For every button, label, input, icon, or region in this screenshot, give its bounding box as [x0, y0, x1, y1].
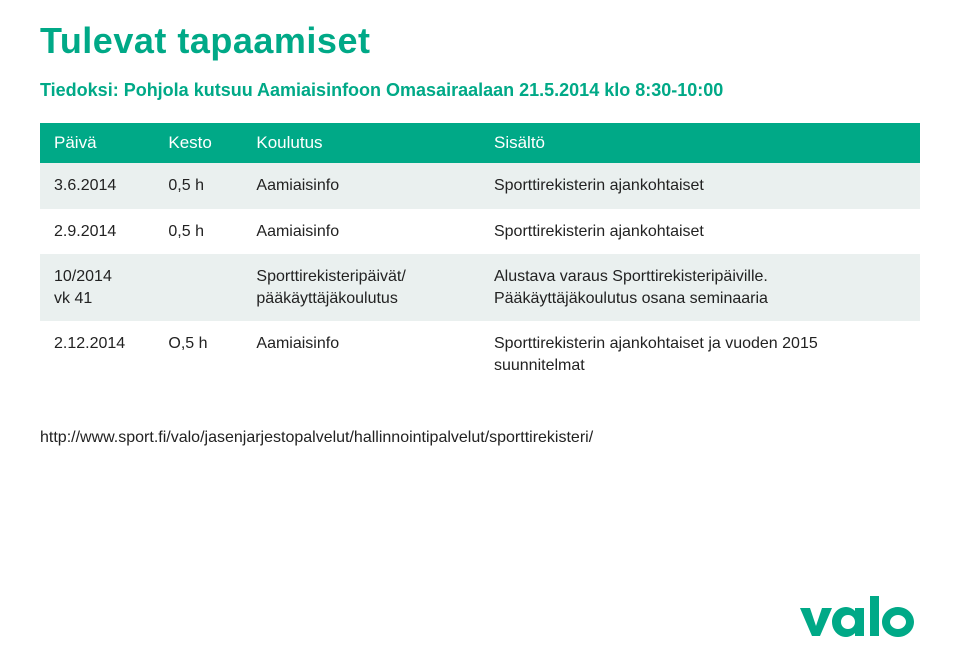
- cell-koulutus: Aamiaisinfo: [242, 163, 480, 209]
- table-header-row: Päivä Kesto Koulutus Sisältö: [40, 123, 920, 163]
- cell-koulutus: Sporttirekisteripäivät/pääkäyttäjäkoulut…: [242, 254, 480, 321]
- cell-koulutus: Aamiaisinfo: [242, 209, 480, 255]
- cell-kesto: O,5 h: [154, 321, 242, 388]
- table-row: 2.9.2014 0,5 h Aamiaisinfo Sporttirekist…: [40, 209, 920, 255]
- table-row: 10/2014vk 41 Sporttirekisteripäivät/pääk…: [40, 254, 920, 321]
- cell-sisalto: Sporttirekisterin ajankohtaiset ja vuode…: [480, 321, 920, 388]
- table-row: 2.12.2014 O,5 h Aamiaisinfo Sporttirekis…: [40, 321, 920, 388]
- cell-sisalto: Sporttirekisterin ajankohtaiset: [480, 163, 920, 209]
- cell-paiva: 10/2014vk 41: [40, 254, 154, 321]
- cell-sisalto: Alustava varaus Sporttirekisteripäiville…: [480, 254, 920, 321]
- footer-link: http://www.sport.fi/valo/jasenjarjestopa…: [40, 429, 920, 447]
- cell-kesto: [154, 254, 242, 321]
- th-paiva: Päivä: [40, 123, 154, 163]
- th-sisalto: Sisältö: [480, 123, 920, 163]
- brand-logo: [798, 594, 918, 640]
- page-title: Tulevat tapaamiset: [40, 20, 920, 62]
- th-kesto: Kesto: [154, 123, 242, 163]
- page-subtitle: Tiedoksi: Pohjola kutsuu Aamiaisinfoon O…: [40, 80, 920, 101]
- cell-kesto: 0,5 h: [154, 209, 242, 255]
- cell-paiva: 3.6.2014: [40, 163, 154, 209]
- cell-sisalto: Sporttirekisterin ajankohtaiset: [480, 209, 920, 255]
- cell-paiva: 2.9.2014: [40, 209, 154, 255]
- cell-koulutus: Aamiaisinfo: [242, 321, 480, 388]
- table-row: 3.6.2014 0,5 h Aamiaisinfo Sporttirekist…: [40, 163, 920, 209]
- th-koulutus: Koulutus: [242, 123, 480, 163]
- cell-kesto: 0,5 h: [154, 163, 242, 209]
- schedule-table: Päivä Kesto Koulutus Sisältö 3.6.2014 0,…: [40, 123, 920, 389]
- cell-paiva: 2.12.2014: [40, 321, 154, 388]
